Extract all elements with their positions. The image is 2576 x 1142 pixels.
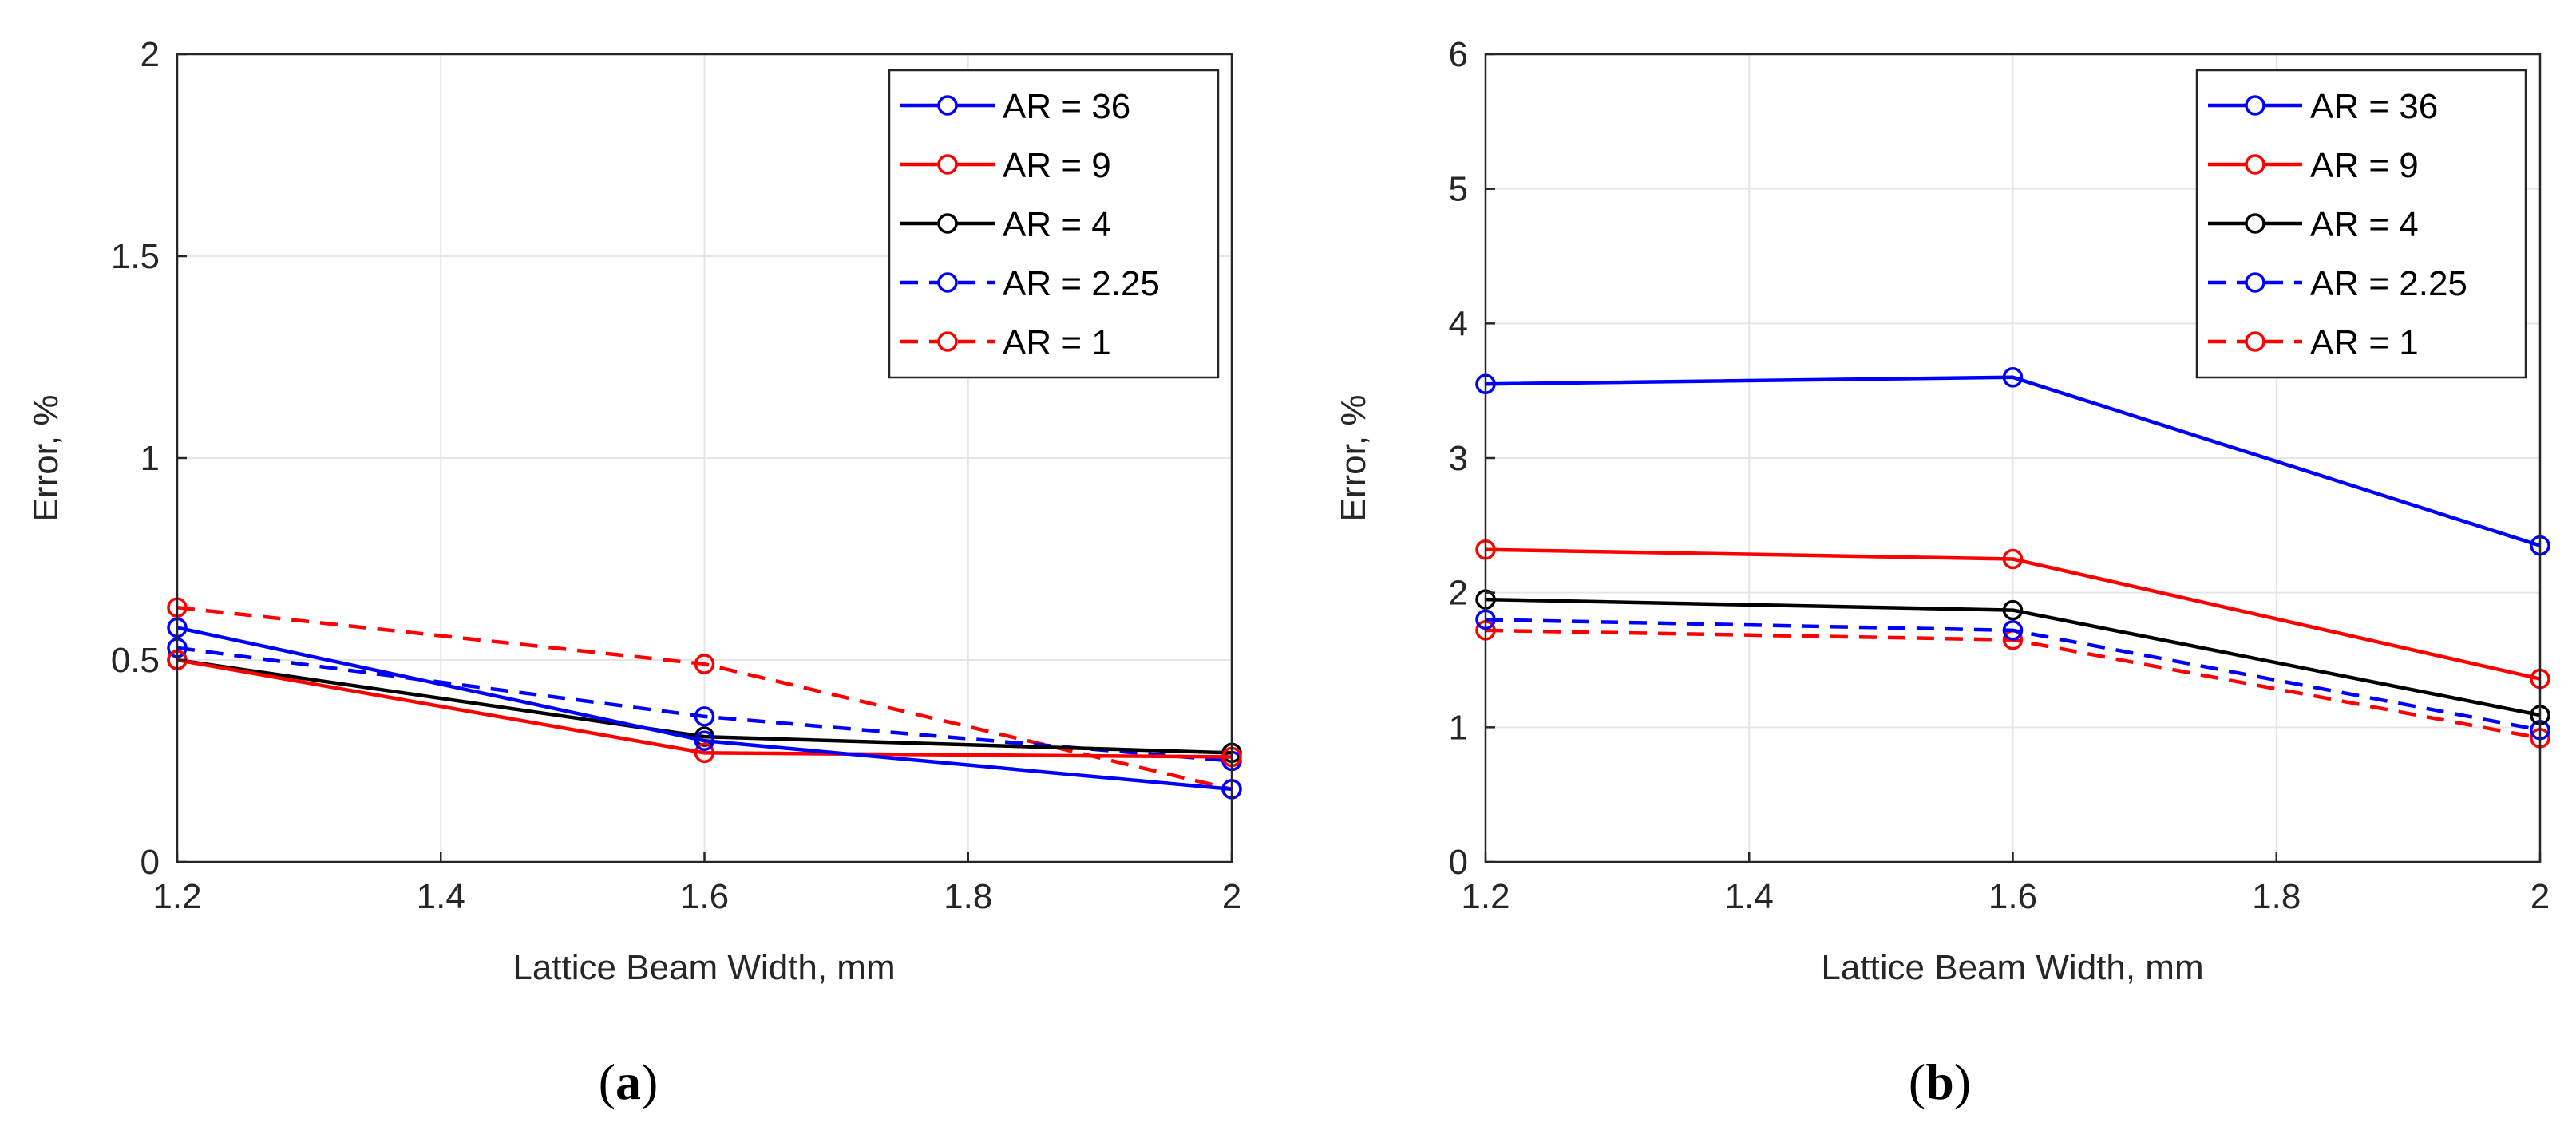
data-point bbox=[694, 706, 715, 727]
x-tick-label: 1.2 bbox=[1461, 877, 1510, 916]
x-axis-label: Lattice Beam Width, mm bbox=[1821, 948, 2203, 987]
legend-label: AR = 4 bbox=[1003, 205, 1111, 244]
x-tick-label: 1.6 bbox=[1988, 877, 2037, 916]
legend-marker bbox=[2245, 95, 2265, 116]
legend-marker bbox=[937, 95, 958, 116]
legend-label: AR = 4 bbox=[2310, 205, 2419, 244]
data-point bbox=[2002, 599, 2024, 621]
series-line-ar-4 bbox=[1485, 597, 2541, 717]
y-tick-label: 0.5 bbox=[111, 641, 160, 680]
y-tick-label: 2 bbox=[140, 35, 160, 74]
x-tick-label: 1.4 bbox=[417, 877, 465, 916]
data-point bbox=[2002, 367, 2024, 388]
legend-label: AR = 9 bbox=[1003, 146, 1111, 185]
legend: AR = 36 AR = 9 AR = 4 AR = 2.25 AR = 1 bbox=[888, 69, 1220, 379]
y-axis-label: Error, % bbox=[1334, 395, 1373, 522]
x-axis-label: Lattice Beam Width, mm bbox=[512, 948, 895, 987]
legend-label: AR = 1 bbox=[1003, 323, 1111, 362]
x-tick-label: 2 bbox=[1222, 877, 1241, 916]
x-tick-label: 1.8 bbox=[2252, 877, 2301, 916]
data-point bbox=[2002, 548, 2024, 570]
legend-label: AR = 2.25 bbox=[1003, 264, 1160, 303]
legend: AR = 36 AR = 9 AR = 4 AR = 2.25 AR = 1 bbox=[2195, 69, 2527, 379]
tick-labels: 1.2 1.4 1.6 1.8 2 0 1 2 3 4 5 6 bbox=[1449, 35, 2550, 916]
x-tick-label: 2 bbox=[2530, 877, 2550, 916]
y-tick-label: 5 bbox=[1449, 170, 1468, 209]
data-point bbox=[2002, 620, 2024, 641]
y-tick-label: 0 bbox=[1449, 843, 1468, 882]
x-tick-label: 1.6 bbox=[680, 877, 729, 916]
y-tick-label: 1 bbox=[140, 439, 160, 478]
y-tick-label: 4 bbox=[1449, 304, 1468, 343]
legend-marker bbox=[937, 213, 958, 234]
series-line-ar-2.25 bbox=[176, 646, 1233, 763]
legend-marker bbox=[937, 272, 958, 293]
legend-marker bbox=[2245, 272, 2265, 293]
chart-panel-b: 1.2 1.4 1.6 1.8 2 0 1 2 3 4 5 6 Lattice Beam Width,… bbox=[1334, 35, 2550, 1110]
legend-marker bbox=[2245, 154, 2265, 175]
legend-label: AR = 36 bbox=[1003, 87, 1130, 126]
chart-panel-a: 1.2 1.4 1.6 1.8 2 0 0.5 1 1.5 2 Lattice Beam Widt… bbox=[26, 35, 1242, 1110]
legend-label: AR = 9 bbox=[2310, 146, 2419, 185]
y-tick-label: 2 bbox=[1449, 574, 1468, 613]
series-line-ar-9 bbox=[176, 658, 1233, 759]
y-tick-label: 1.5 bbox=[111, 237, 160, 276]
series-line-ar-4 bbox=[176, 658, 1233, 755]
data-point bbox=[694, 742, 715, 764]
data-point bbox=[694, 730, 715, 751]
legend-label: AR = 1 bbox=[2310, 323, 2419, 362]
y-tick-label: 0 bbox=[140, 843, 160, 882]
series-line-ar-9 bbox=[1485, 547, 2541, 681]
legend-label: AR = 36 bbox=[2310, 87, 2438, 126]
legend-marker bbox=[937, 154, 958, 175]
panel-label-b: (b) bbox=[1909, 1053, 1971, 1110]
y-tick-label: 1 bbox=[1449, 708, 1468, 747]
tick-labels: 1.2 1.4 1.6 1.8 2 0 0.5 1 1.5 2 bbox=[111, 35, 1241, 916]
series-line-ar-36 bbox=[176, 626, 1233, 792]
legend-label: AR = 2.25 bbox=[2310, 264, 2467, 303]
x-tick-label: 1.2 bbox=[152, 877, 201, 916]
series-line-ar-36 bbox=[1485, 375, 2541, 547]
y-tick-label: 6 bbox=[1449, 35, 1468, 74]
series-line-ar-2.25 bbox=[1485, 618, 2541, 732]
panel-label-a: (a) bbox=[599, 1053, 659, 1110]
data-point bbox=[694, 654, 715, 674]
legend-marker bbox=[937, 331, 958, 352]
x-tick-label: 1.4 bbox=[1725, 877, 1774, 916]
y-axis-label: Error, % bbox=[26, 395, 65, 522]
legend-marker bbox=[2245, 213, 2265, 234]
legend-marker bbox=[2245, 331, 2265, 352]
y-tick-label: 3 bbox=[1449, 439, 1468, 478]
x-tick-label: 1.8 bbox=[944, 877, 992, 916]
